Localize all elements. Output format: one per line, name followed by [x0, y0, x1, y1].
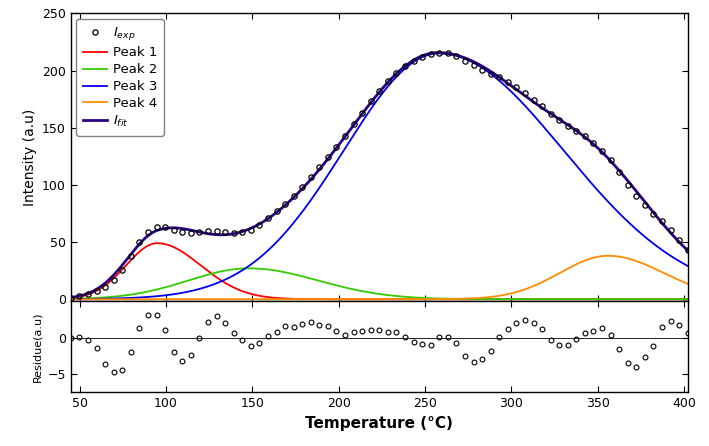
Peak 2: [350, 287, 359, 292]
$I_{fit}$: [367, 100, 375, 105]
Peak 1: [666, 297, 674, 302]
$I_{exp}$: [683, 247, 692, 252]
Peak 3: [666, 253, 674, 258]
Peak 2: [666, 297, 674, 302]
Line: Peak 3: Peak 3: [71, 54, 688, 299]
$I_{fit}$: [666, 230, 674, 235]
Peak 4: [666, 273, 674, 279]
Peak 1: [67, 295, 75, 301]
$I_{fit}$: [350, 121, 359, 127]
Line: $I_{exp}$: $I_{exp}$: [68, 50, 691, 300]
Y-axis label: Residue(a.u): Residue(a.u): [32, 312, 42, 382]
Peak 4: [666, 273, 674, 278]
Peak 4: [604, 253, 613, 258]
Peak 1: [153, 240, 162, 246]
Peak 1: [98, 285, 106, 290]
Peak 1: [367, 297, 375, 302]
Line: Peak 1: Peak 1: [71, 243, 688, 299]
$I_{fit}$: [552, 115, 561, 120]
Line: Peak 4: Peak 4: [71, 256, 688, 299]
Peak 2: [683, 297, 692, 302]
Peak 3: [552, 140, 561, 145]
$I_{fit}$: [434, 50, 442, 55]
Peak 3: [666, 252, 674, 258]
Peak 2: [245, 266, 253, 271]
$I_{exp}$: [606, 158, 615, 163]
Peak 1: [666, 297, 674, 302]
$I_{fit}$: [98, 283, 106, 288]
Peak 3: [435, 51, 443, 56]
$I_{exp}$: [632, 193, 641, 198]
Peak 4: [683, 281, 692, 286]
$I_{fit}$: [666, 229, 674, 235]
Line: Peak 2: Peak 2: [71, 268, 688, 299]
$I_{fit}$: [67, 295, 75, 300]
Peak 3: [67, 297, 75, 302]
Line: $I_{fit}$: $I_{fit}$: [71, 53, 688, 297]
Peak 2: [552, 297, 561, 302]
Peak 1: [683, 297, 692, 302]
$I_{fit}$: [683, 248, 692, 253]
Peak 3: [98, 296, 106, 301]
$I_{exp}$: [203, 229, 212, 234]
Peak 3: [367, 107, 375, 112]
Peak 2: [98, 295, 106, 300]
Peak 4: [67, 297, 75, 302]
Peak 4: [98, 297, 106, 302]
Peak 4: [367, 297, 375, 302]
Peak 4: [350, 297, 359, 302]
$I_{exp}$: [435, 50, 444, 55]
$I_{exp}$: [67, 295, 75, 300]
$I_{exp}$: [272, 209, 281, 214]
X-axis label: Temperature (°C): Temperature (°C): [306, 416, 453, 431]
Peak 2: [367, 290, 375, 295]
Peak 3: [350, 131, 359, 136]
Y-axis label: Intensity (a.u): Intensity (a.u): [23, 109, 37, 206]
Peak 1: [552, 297, 561, 302]
Legend: $I_{exp}$, Peak 1, Peak 2, Peak 3, Peak 4, $I_{fit}$: $I_{exp}$, Peak 1, Peak 2, Peak 3, Peak …: [76, 19, 164, 136]
$I_{exp}$: [589, 140, 598, 146]
$I_{exp}$: [375, 88, 384, 94]
Peak 1: [350, 297, 359, 302]
Peak 2: [67, 296, 75, 301]
Peak 3: [683, 263, 692, 268]
Peak 4: [552, 272, 561, 277]
Peak 2: [666, 297, 674, 302]
